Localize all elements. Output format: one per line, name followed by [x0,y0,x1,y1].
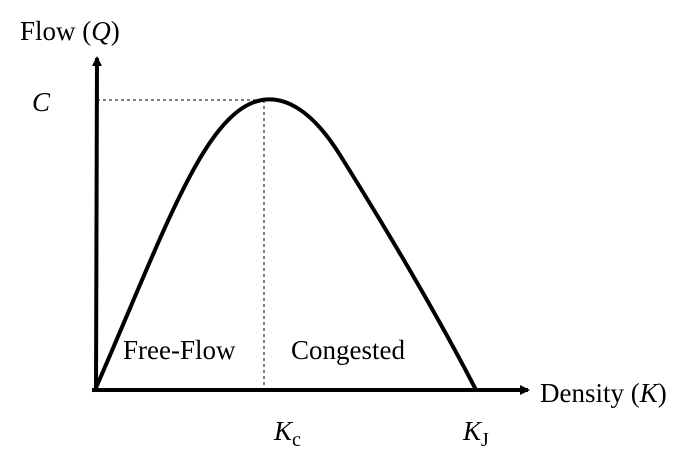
x-axis-label: Density (K) [540,378,667,408]
free-flow-region-label: Free-Flow [123,335,236,365]
y-axis-label: Flow (Q) [20,16,120,46]
capacity-label: C [32,87,51,117]
jam-density-label: KJ [462,416,489,451]
critical-density-label: Kc [273,416,301,451]
congested-region-label: Congested [291,335,405,365]
flow-density-curve [93,97,478,392]
y-axis [91,56,102,391]
